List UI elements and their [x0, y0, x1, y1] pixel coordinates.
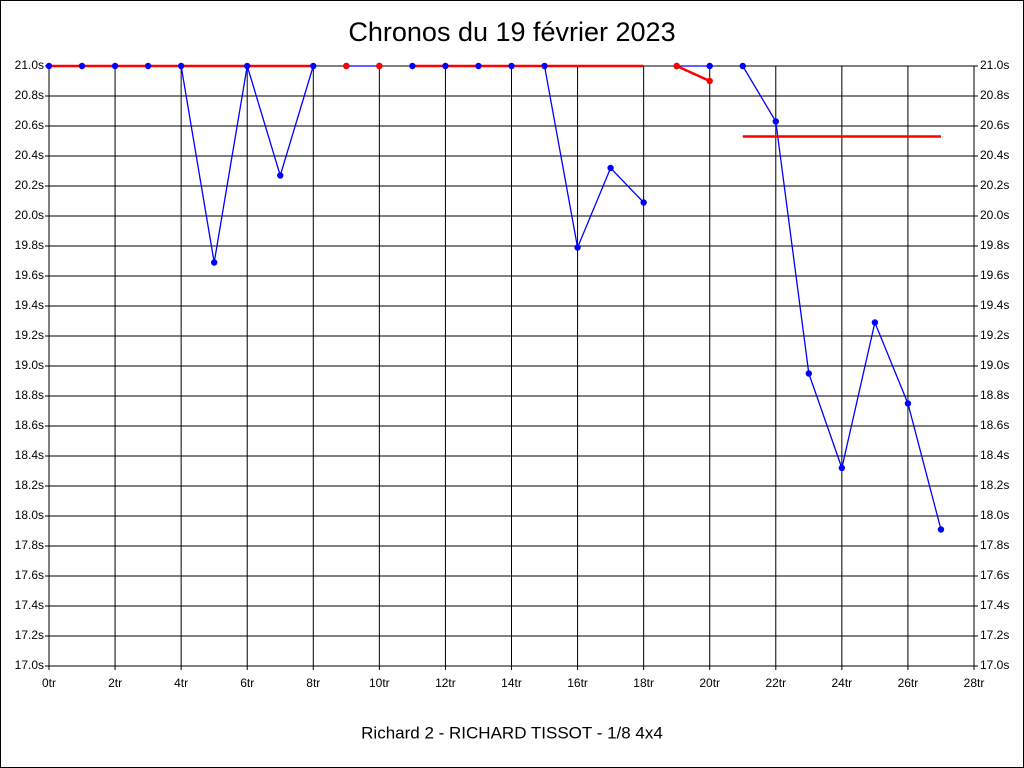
y-tick-label: 21.0s	[15, 58, 44, 72]
chart-title: Chronos du 19 février 2023	[348, 17, 675, 47]
data-point	[310, 62, 317, 70]
x-tick-label: 0tr	[42, 676, 56, 690]
data-point	[409, 62, 416, 70]
y2-tick-label: 20.4s	[980, 148, 1009, 162]
x-tick-label: 4tr	[174, 676, 188, 690]
y2-tick-label: 20.0s	[980, 208, 1009, 222]
y-tick-label: 18.6s	[15, 418, 44, 432]
y-tick-label: 20.2s	[15, 178, 44, 192]
data-point	[376, 62, 383, 70]
x-tick-label: 20tr	[699, 676, 720, 690]
x-tick-label: 16tr	[567, 676, 588, 690]
y2-tick-label: 20.2s	[980, 178, 1009, 192]
data-point	[607, 164, 614, 172]
y2-tick-label: 20.6s	[980, 118, 1009, 132]
y-tick-label: 19.2s	[15, 328, 44, 342]
data-point	[475, 62, 482, 70]
y2-tick-label: 17.6s	[980, 568, 1009, 582]
data-point	[45, 62, 53, 70]
x-tick-label: 8tr	[306, 676, 320, 690]
y-tick-label: 19.0s	[15, 358, 44, 372]
y2-tick-label: 17.4s	[980, 598, 1009, 612]
y2-tick-label: 17.8s	[980, 538, 1009, 552]
y2-tick-label: 17.0s	[980, 658, 1009, 672]
y-tick-label: 20.0s	[15, 208, 44, 222]
y-tick-label: 19.8s	[15, 238, 44, 252]
data-point	[640, 199, 647, 206]
y2-tick-label: 17.2s	[980, 628, 1009, 642]
y2-tick-label: 18.4s	[980, 448, 1009, 462]
data-point	[277, 172, 284, 179]
x-tick-label: 18tr	[633, 676, 654, 690]
y-tick-label: 20.8s	[15, 88, 44, 102]
data-point	[772, 118, 779, 125]
y2-tick-label: 20.8s	[980, 88, 1009, 102]
x-tick-label: 2tr	[108, 676, 122, 690]
data-point	[541, 62, 548, 70]
data-point	[144, 62, 152, 70]
y2-tick-label: 19.0s	[980, 358, 1009, 372]
y-tick-label: 17.8s	[15, 538, 44, 552]
chart-subtitle: Richard 2 - RICHARD TISSOT - 1/8 4x4	[361, 723, 663, 742]
y2-tick-label: 19.2s	[980, 328, 1009, 342]
data-point	[210, 259, 218, 266]
x-tick-label: 22tr	[765, 676, 786, 690]
x-tick-label: 10tr	[369, 676, 390, 690]
y-tick-label: 18.0s	[15, 508, 44, 522]
y-tick-label: 18.2s	[15, 478, 44, 492]
x-tick-label: 12tr	[435, 676, 456, 690]
data-point	[244, 62, 251, 70]
x-tick-label: 24tr	[832, 676, 853, 690]
series-line	[676, 64, 711, 83]
y2-tick-label: 18.6s	[980, 418, 1009, 432]
y2-tick-label: 19.8s	[980, 238, 1009, 252]
y-tick-label: 18.4s	[15, 448, 44, 462]
x-tick-label: 28tr	[964, 676, 985, 690]
y2-tick-label: 18.8s	[980, 388, 1009, 402]
y-tick-label: 20.4s	[15, 148, 44, 162]
y-tick-label: 20.6s	[15, 118, 44, 132]
data-point	[871, 319, 879, 326]
data-point	[838, 464, 846, 472]
x-tick-label: 14tr	[501, 676, 522, 690]
data-point	[904, 400, 912, 407]
y2-tick-label: 21.0s	[980, 58, 1009, 72]
y-tick-label: 18.8s	[15, 388, 44, 402]
data-point	[706, 77, 713, 85]
y2-tick-label: 19.4s	[980, 298, 1009, 312]
data-point	[343, 62, 350, 70]
data-point	[937, 526, 945, 533]
data-point	[508, 62, 515, 70]
data-point	[739, 62, 746, 70]
y-tick-label: 17.4s	[15, 598, 44, 612]
y-tick-label: 19.4s	[15, 298, 44, 312]
data-point	[574, 244, 581, 251]
y2-tick-label: 19.6s	[980, 268, 1009, 282]
x-tick-label: 26tr	[898, 676, 919, 690]
data-point	[706, 62, 713, 70]
y-tick-label: 17.2s	[15, 628, 44, 642]
y-tick-label: 17.6s	[15, 568, 44, 582]
data-point	[442, 62, 449, 70]
data-point	[78, 62, 86, 70]
y2-tick-label: 18.0s	[980, 508, 1009, 522]
data-point	[805, 370, 813, 377]
data-point	[111, 62, 119, 70]
data-point	[177, 62, 185, 70]
y-tick-label: 19.6s	[15, 268, 44, 282]
data-point	[673, 62, 680, 70]
y-tick-label: 17.0s	[15, 658, 44, 672]
y2-tick-label: 18.2s	[980, 478, 1009, 492]
x-tick-label: 6tr	[240, 676, 254, 690]
